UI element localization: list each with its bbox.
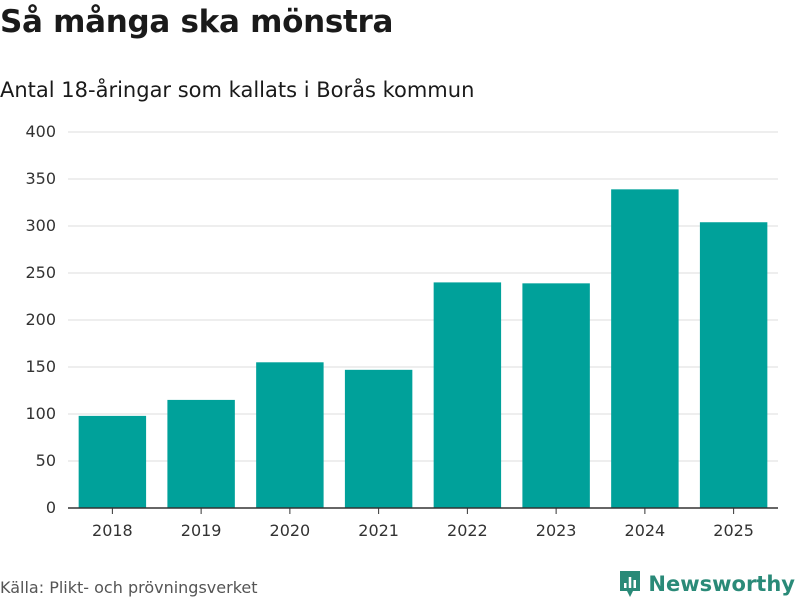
x-tick-label: 2020: [270, 521, 311, 540]
bar-chart: 0 50 100 150 200 250 300 350 400 2018 2019 2020 2021…: [25, 122, 778, 540]
bar-2023: [522, 283, 590, 508]
x-tick-label: 2021: [358, 521, 399, 540]
chart-title: Så många ska mönstra: [0, 4, 394, 40]
bar-2024: [611, 189, 679, 508]
y-tick-label: 300: [25, 216, 56, 235]
brand-logo: Newsworthy: [618, 569, 795, 599]
x-tick-label: 2019: [181, 521, 222, 540]
chart-subtitle: Antal 18-åringar som kallats i Borås kom…: [0, 78, 475, 102]
y-tick-label: 250: [25, 263, 56, 282]
bar-2019: [167, 399, 235, 508]
y-tick-label: 400: [25, 122, 56, 141]
y-tick-label: 350: [25, 169, 56, 188]
x-tick-label: 2022: [447, 521, 488, 540]
x-tick-label: 2025: [713, 521, 754, 540]
newsworthy-logo-icon: [620, 571, 641, 597]
source-note: Källa: Plikt- och prövningsverket: [0, 578, 258, 597]
y-tick-label: 150: [25, 357, 56, 376]
bar-2022: [433, 282, 502, 508]
x-tick-label: 2018: [92, 521, 133, 540]
bars: [78, 189, 768, 509]
brand-name: Newsworthy: [648, 572, 795, 596]
bar-2018: [78, 415, 147, 508]
x-tick-label: 2024: [625, 521, 666, 540]
bar-2020: [256, 362, 324, 508]
x-tick-label: 2023: [536, 521, 577, 540]
bar-2021: [344, 369, 413, 508]
bar-2025: [699, 222, 768, 509]
y-tick-label: 200: [25, 310, 56, 329]
axes: 0 50 100 150 200 250 300 350 400 2018 2019 2020 2021…: [25, 122, 778, 540]
y-tick-label: 0: [46, 498, 56, 517]
y-tick-label: 100: [25, 404, 56, 423]
y-tick-label: 50: [36, 451, 56, 470]
